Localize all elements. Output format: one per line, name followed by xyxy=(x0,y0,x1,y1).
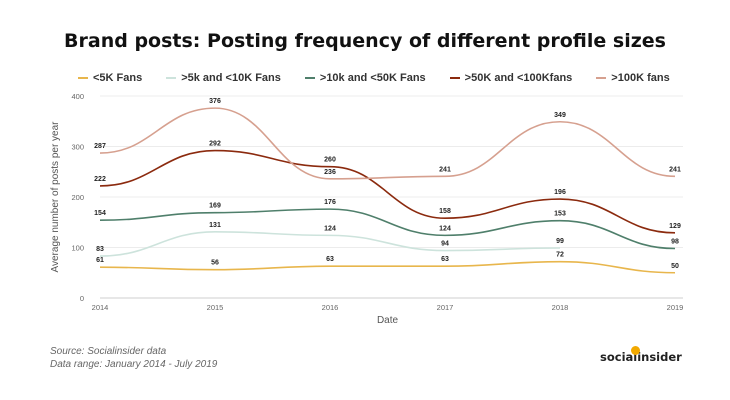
legend-label: >100K fans xyxy=(611,72,670,84)
legend-label: >50K and <100Kfans xyxy=(464,72,573,84)
data-label: 154 xyxy=(94,210,106,217)
series-line xyxy=(99,208,676,250)
data-label: 158 xyxy=(439,208,451,215)
legend: <5K Fans >5k and <10K Fans >10k and <50K… xyxy=(78,70,694,86)
legend-item: >100K fans xyxy=(596,72,670,84)
data-label: 287 xyxy=(94,143,106,150)
data-label: 241 xyxy=(669,166,681,173)
brand-logo: socialinsider xyxy=(600,350,682,364)
x-tick-label: 2017 xyxy=(437,303,454,312)
data-label: 124 xyxy=(439,225,451,232)
data-label: 260 xyxy=(324,157,336,164)
x-tick-label: 2014 xyxy=(92,303,109,312)
y-tick-label: 400 xyxy=(71,92,84,101)
brand-logo-dot-icon xyxy=(631,346,640,355)
data-label: 376 xyxy=(209,98,221,105)
legend-swatch xyxy=(166,77,177,79)
data-label: 169 xyxy=(209,203,221,210)
legend-item: <5K Fans xyxy=(78,72,142,84)
data-label: 56 xyxy=(211,260,219,267)
legend-item: >50K and <100Kfans xyxy=(449,72,573,84)
data-label: 72 xyxy=(556,252,564,259)
series-line xyxy=(99,149,676,234)
legend-label: <5K Fans xyxy=(93,72,143,84)
data-label: 98 xyxy=(671,239,679,246)
y-tick-label: 0 xyxy=(80,294,84,303)
x-tick-label: 2019 xyxy=(667,303,684,312)
data-label: 222 xyxy=(94,176,106,183)
data-label: 196 xyxy=(554,189,566,196)
legend-item: >10k and <50K Fans xyxy=(304,72,426,84)
y-tick-label: 100 xyxy=(71,244,84,253)
data-label: 241 xyxy=(439,166,451,173)
legend-label: >10k and <50K Fans xyxy=(319,72,426,84)
data-label: 349 xyxy=(554,112,566,119)
series-line xyxy=(99,231,561,257)
data-label: 99 xyxy=(556,238,564,245)
legend-swatch xyxy=(596,77,607,79)
data-label: 236 xyxy=(324,169,336,176)
data-label: 129 xyxy=(669,223,681,230)
data-label: 63 xyxy=(441,256,449,263)
y-tick-label: 300 xyxy=(71,143,84,152)
legend-label: >5k and <10K Fans xyxy=(181,72,281,84)
y-axis-title: Average number of posts per year xyxy=(50,121,61,273)
data-label: 176 xyxy=(324,199,336,206)
x-axis-title: Date xyxy=(377,315,399,326)
legend-swatch xyxy=(449,77,460,79)
data-label: 153 xyxy=(554,211,566,218)
data-range-note: Data range: January 2014 - July 2019 xyxy=(50,359,218,370)
source-note: Source: Socialinsider data xyxy=(50,346,167,357)
y-tick-label: 200 xyxy=(71,193,84,202)
data-label: 124 xyxy=(324,225,336,232)
chart-title: Brand posts: Posting frequency of differ… xyxy=(64,30,666,52)
x-tick-label: 2015 xyxy=(207,303,224,312)
series-line xyxy=(99,107,676,180)
x-tick-label: 2018 xyxy=(552,303,569,312)
data-label: 94 xyxy=(441,241,449,248)
data-label: 63 xyxy=(326,256,334,263)
data-label: 131 xyxy=(209,222,221,229)
data-label: 292 xyxy=(209,141,221,148)
legend-item: >5k and <10K Fans xyxy=(166,72,281,84)
legend-swatch xyxy=(304,77,315,79)
legend-swatch xyxy=(78,77,88,79)
data-label: 83 xyxy=(96,246,104,253)
data-label: 61 xyxy=(96,257,104,264)
x-tick-label: 2016 xyxy=(322,303,339,312)
data-label: 50 xyxy=(671,263,679,270)
series-line xyxy=(99,260,676,274)
